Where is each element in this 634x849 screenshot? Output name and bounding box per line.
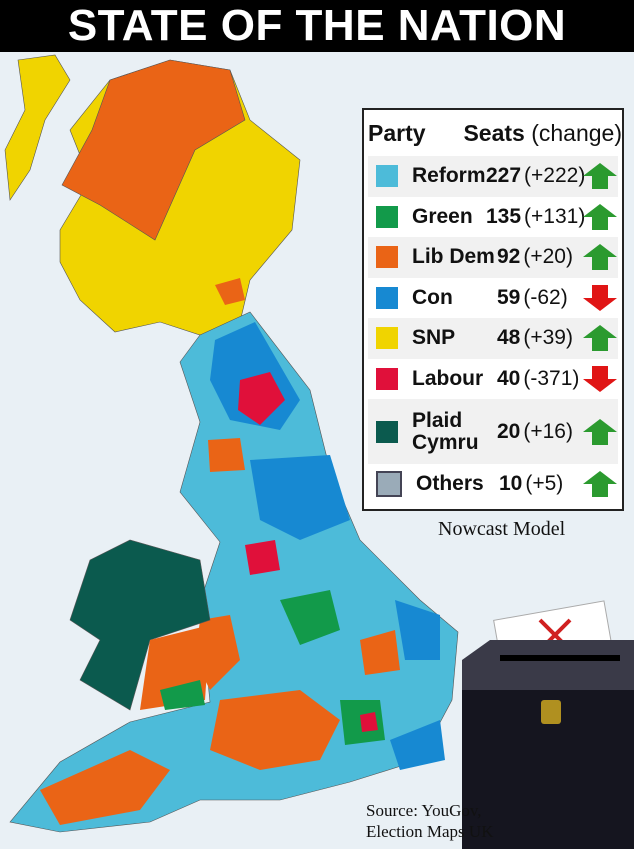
arrow-up-icon bbox=[583, 244, 617, 271]
arrow-up-icon bbox=[583, 471, 617, 498]
legend-row-con: Con 59 (-62) bbox=[368, 278, 618, 319]
legend-row-snp: SNP 48 (+39) bbox=[368, 318, 618, 359]
seat-count: 20 (+16) bbox=[497, 420, 582, 444]
legend-row-others: Others 10 (+5) bbox=[368, 464, 618, 505]
source-credit: Source: YouGov, Election Maps UK bbox=[366, 800, 493, 842]
nowcast-label: Nowcast Model bbox=[438, 518, 566, 540]
seat-count: 92 (+20) bbox=[497, 245, 582, 269]
party-color-swatch bbox=[376, 205, 398, 228]
legend-row-plaid-cymru: Plaid Cymru 20 (+16) bbox=[368, 399, 618, 464]
seat-count: 10 (+5) bbox=[499, 472, 582, 496]
party-color-swatch bbox=[376, 420, 398, 443]
arrow-down-icon bbox=[583, 284, 617, 311]
seats-value: 135 bbox=[486, 204, 522, 228]
change-value: (-371) bbox=[523, 366, 580, 390]
party-color-swatch bbox=[376, 367, 398, 390]
seat-count: 40 (-371) bbox=[497, 367, 582, 391]
seats-value: 10 bbox=[499, 472, 523, 496]
map-region-con-southeast bbox=[390, 720, 445, 770]
seats-value: 40 bbox=[497, 366, 521, 390]
map-region-libdem-east bbox=[360, 630, 400, 675]
party-name: Green bbox=[412, 204, 473, 228]
change-value: (-62) bbox=[523, 285, 568, 309]
source-line-1: Source: YouGov, bbox=[366, 801, 482, 820]
party-color-swatch bbox=[376, 165, 398, 188]
map-region-libdem-south bbox=[210, 690, 340, 770]
map-region-con-east bbox=[395, 600, 440, 660]
party-color-swatch bbox=[376, 471, 402, 498]
party-column-header: Party bbox=[368, 119, 426, 146]
party-name: Reform bbox=[412, 164, 486, 188]
map-region-western-isles bbox=[4, 54, 71, 201]
party-name: Plaid Cymru bbox=[412, 408, 479, 454]
legend-row-lib-dem: Lib Dem 92 (+20) bbox=[368, 237, 618, 278]
change-value: (+131) bbox=[524, 204, 586, 228]
party-name: Con bbox=[412, 285, 453, 309]
party-name: Lib Dem bbox=[412, 245, 495, 269]
legend-header: Party Seats (change) bbox=[364, 110, 622, 156]
arrow-up-icon bbox=[583, 325, 617, 352]
seat-count: 135 (+131) bbox=[486, 204, 586, 229]
arrow-up-icon bbox=[583, 203, 617, 230]
party-color-swatch bbox=[376, 327, 398, 350]
map-region-labour-manchester bbox=[245, 540, 280, 575]
map-region-wales-green bbox=[160, 680, 205, 710]
map-region-libdem-southwest bbox=[40, 750, 170, 825]
map-region-wales-plaid bbox=[69, 539, 211, 711]
party-name: Others bbox=[416, 472, 484, 496]
map-region-libdem-cumbria bbox=[208, 438, 245, 472]
map-region-labour-london bbox=[360, 712, 378, 732]
map-region-con-yorkshire bbox=[250, 455, 350, 540]
arrow-up-icon bbox=[583, 418, 617, 445]
map-region-green-midlands bbox=[280, 590, 340, 645]
seats-value: 48 bbox=[497, 326, 521, 350]
map-region-scotland-east-libdem bbox=[215, 278, 245, 305]
change-value: (+5) bbox=[525, 472, 564, 496]
map-region-labour-northeast bbox=[238, 372, 285, 425]
party-color-swatch bbox=[376, 286, 398, 309]
seats-column-header: Seats bbox=[463, 119, 525, 146]
change-value: (+39) bbox=[523, 326, 573, 350]
ballot-box-illustration bbox=[462, 600, 634, 849]
seats-value: 20 bbox=[497, 419, 521, 443]
arrow-down-icon bbox=[583, 365, 617, 392]
seats-value: 227 bbox=[486, 164, 522, 188]
legend-row-labour: Labour 40 (-371) bbox=[368, 359, 618, 400]
seat-count: 227 (+222) bbox=[486, 164, 586, 188]
legend-row-reform: Reform 227 (+222) bbox=[368, 156, 618, 197]
map-region-highlands-libdem bbox=[61, 59, 246, 241]
change-value: (+222) bbox=[524, 164, 586, 188]
source-line-2: Election Maps UK bbox=[366, 822, 494, 841]
seat-count: 59 (-62) bbox=[497, 286, 582, 310]
arrow-up-icon bbox=[583, 163, 617, 190]
results-legend: Party Seats (change) Reform 227 (+222) Gr… bbox=[362, 108, 624, 511]
seats-value: 92 bbox=[497, 245, 521, 269]
change-value: (+20) bbox=[523, 245, 573, 269]
legend-row-green: Green 135 (+131) bbox=[368, 197, 618, 238]
party-name: Labour bbox=[412, 366, 484, 390]
change-value: (+16) bbox=[523, 419, 573, 443]
page-title: STATE OF THE NATION bbox=[0, 0, 634, 52]
party-name: SNP bbox=[412, 326, 456, 350]
seats-value: 59 bbox=[497, 285, 521, 309]
seat-count: 48 (+39) bbox=[497, 326, 582, 350]
change-column-header: (change) bbox=[531, 119, 622, 146]
party-color-swatch bbox=[376, 246, 398, 269]
